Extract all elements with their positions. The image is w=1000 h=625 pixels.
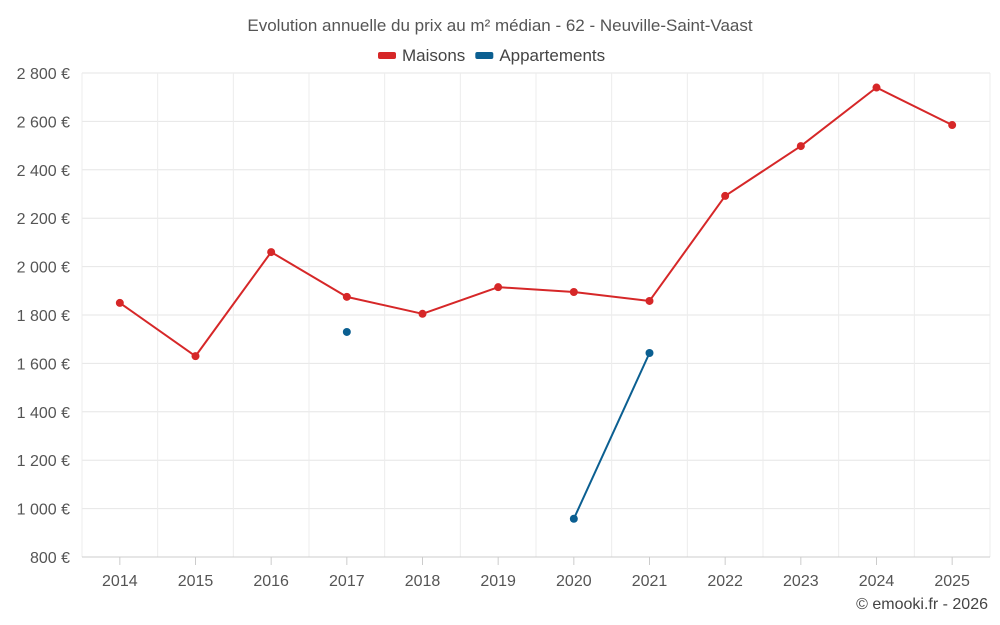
y-tick-label: 2 200 €: [17, 211, 70, 228]
y-tick-label: 2 400 €: [17, 163, 70, 180]
data-point[interactable]: [569, 288, 578, 297]
x-tick-label: 2019: [480, 573, 516, 590]
legend-label: Maisons: [402, 46, 465, 65]
data-point[interactable]: [948, 121, 957, 130]
x-tick-label: 2021: [632, 573, 668, 590]
y-tick-label: 1 600 €: [17, 356, 70, 373]
data-point[interactable]: [796, 142, 805, 151]
y-tick-label: 2 000 €: [17, 260, 70, 277]
x-tick-label: 2015: [178, 573, 214, 590]
data-point[interactable]: [342, 292, 351, 301]
y-axis: 800 € 1 000 € 1 200 € 1 400 € 1 600 € 1 800 €…: [17, 66, 70, 567]
y-tick-label: 1 800 €: [17, 308, 70, 325]
x-tick-label: 2017: [329, 573, 365, 590]
data-point[interactable]: [494, 283, 503, 292]
x-tick-label: 2025: [934, 573, 970, 590]
series-group: [115, 83, 957, 523]
data-point[interactable]: [191, 352, 200, 361]
chart-title: Evolution annuelle du prix au m² médian …: [247, 16, 752, 35]
data-point[interactable]: [418, 309, 427, 318]
legend-item-appartements[interactable]: Appartements: [475, 46, 605, 65]
data-point[interactable]: [267, 248, 276, 257]
data-point[interactable]: [721, 191, 730, 200]
y-tick-label: 2 800 €: [17, 66, 70, 83]
y-tick-label: 1 200 €: [17, 453, 70, 470]
x-tick-label: 2018: [405, 573, 441, 590]
grid: [81, 72, 991, 558]
x-tick-label: 2022: [707, 573, 743, 590]
credit: © emooki.fr - 2026: [856, 596, 988, 613]
data-point[interactable]: [342, 327, 351, 336]
data-point[interactable]: [115, 298, 124, 307]
data-point[interactable]: [872, 83, 881, 92]
legend-label: Appartements: [499, 46, 605, 65]
x-tick-label: 2024: [859, 573, 895, 590]
legend-item-maisons[interactable]: Maisons: [378, 46, 465, 65]
x-tick-label: 2020: [556, 573, 592, 590]
x-axis: 2014 2015 2016 2017 2018 2019 2020 2021 2022 2023…: [82, 556, 990, 590]
y-tick-label: 1 400 €: [17, 405, 70, 422]
data-point[interactable]: [569, 514, 578, 523]
x-tick-label: 2016: [253, 573, 289, 590]
series-line: [119, 86, 953, 358]
data-point[interactable]: [645, 348, 654, 357]
series-appartements: [342, 327, 654, 523]
legend-swatch: [378, 52, 396, 59]
y-tick-label: 800 €: [30, 550, 70, 567]
x-tick-label: 2023: [783, 573, 819, 590]
legend-swatch: [475, 52, 494, 59]
y-tick-label: 2 600 €: [17, 114, 70, 131]
series-maisons: [115, 83, 957, 361]
data-point[interactable]: [645, 296, 654, 305]
legend: Maisons Appartements: [378, 46, 605, 65]
series-line: [572, 352, 651, 520]
x-tick-label: 2014: [102, 573, 138, 590]
y-tick-label: 1 000 €: [17, 502, 70, 519]
